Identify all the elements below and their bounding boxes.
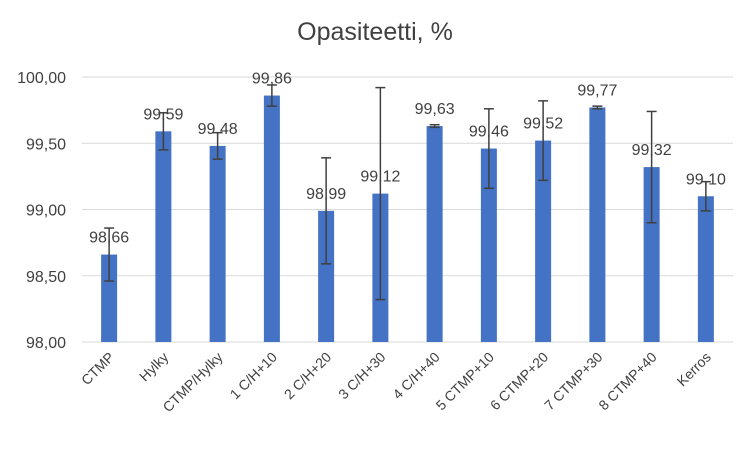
data-label: 99,52 [523,116,563,133]
x-tick-label: Hylky [136,349,172,385]
x-tick-label: Kerros [674,349,714,389]
x-tick-label: 2 C/H+20 [281,349,335,403]
y-tick-label: 98,00 [26,335,66,352]
data-label: 99,63 [415,101,455,118]
data-label: 99,46 [469,124,509,141]
x-tick-label: 4 C/H+40 [389,349,443,403]
data-label: 99,48 [198,121,238,138]
data-label: 99,86 [252,71,292,88]
x-tick-label: 3 C/H+30 [335,349,389,403]
bar [643,167,660,342]
data-label: 99,77 [577,82,617,99]
x-tick-label: CTMP [78,349,117,388]
bar [589,107,606,342]
data-label: 99,12 [360,169,400,186]
bar [209,145,226,342]
y-tick-label: 100,00 [17,70,66,87]
x-tick-label: 8 CTMP+40 [595,349,660,414]
y-tick-label: 99,00 [26,203,66,220]
bar [318,210,335,342]
chart-title: Opasiteetti, % [297,18,453,46]
bar [426,126,443,343]
y-tick-label: 99,50 [26,136,66,153]
bar [480,148,497,342]
x-tick-label: 1 C/H+10 [227,349,281,403]
data-label: 99,10 [686,171,726,188]
data-label: 98,66 [89,230,129,247]
bar [697,196,714,342]
bar [101,254,118,342]
bar [263,95,280,342]
data-label: 98,99 [306,186,346,203]
bar [535,140,552,342]
data-label: 99,32 [632,142,672,159]
y-tick-label: 98,50 [26,269,66,286]
data-label: 99,59 [143,106,183,123]
bar [155,131,172,342]
